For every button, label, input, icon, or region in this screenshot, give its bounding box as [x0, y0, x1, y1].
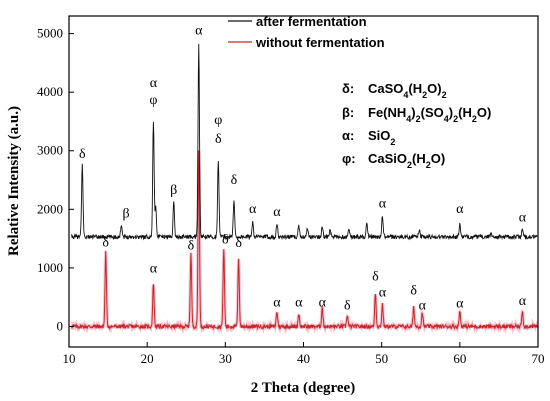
- x-tick-label: 50: [375, 351, 388, 366]
- key-formula-phi: CaSiO2(H2O): [368, 151, 445, 170]
- y-tick-label: 3000: [37, 143, 63, 158]
- y-tick-label: 4000: [37, 84, 63, 99]
- peak-label: α: [419, 298, 427, 313]
- peak-label: α: [195, 24, 203, 39]
- peak-label: φ: [214, 113, 222, 128]
- plot-frame: [68, 15, 539, 348]
- key-formula-delta: CaSO4(H2O)2: [368, 81, 447, 100]
- key-formula-beta: Fe(NH4)2(SO4)2(H2O): [368, 105, 491, 124]
- series-line-after-fermentation: [70, 43, 538, 241]
- peak-label: α: [519, 294, 527, 309]
- peak-label: δ: [344, 298, 351, 313]
- peak-label: δ: [372, 270, 379, 285]
- y-tick-label: 0: [57, 318, 64, 333]
- key-formula-alpha: SiO2: [368, 128, 395, 147]
- peak-label: α: [319, 295, 327, 310]
- peak-label: α: [273, 295, 281, 310]
- key-symbol-beta: β:: [342, 105, 354, 120]
- x-tick-label: 10: [63, 351, 76, 366]
- series-line-without-fermentation: [70, 150, 538, 331]
- axis-ticks: 10 20 30 40 50 60 70 0 1000 2000 3000 4000 5000: [37, 26, 545, 366]
- peak-label: α: [273, 205, 281, 220]
- key-symbol-alpha: α:: [342, 128, 354, 143]
- peak-label: α: [150, 76, 158, 91]
- peak-label: β: [170, 183, 177, 198]
- peak-label: β: [122, 206, 129, 221]
- key-symbol-delta: δ:: [342, 81, 354, 96]
- legend-label-without: without fermentation: [255, 35, 385, 50]
- peak-label: α: [379, 285, 387, 300]
- x-tick-label: 30: [219, 351, 232, 366]
- series-layer: [70, 43, 539, 335]
- peak-label: α: [150, 261, 158, 276]
- peak-label: δ: [79, 147, 86, 162]
- y-tick-label: 5000: [37, 26, 63, 41]
- peak-label: δ: [215, 132, 222, 147]
- legend: after fermentation without fermentation: [228, 14, 385, 50]
- x-axis-title: 2 Theta (degree): [251, 380, 355, 396]
- peak-label: α: [519, 210, 527, 225]
- peak-label: δ: [188, 239, 195, 254]
- legend-label-after: after fermentation: [256, 14, 367, 29]
- phase-key: δ: CaSO4(H2O)2 β: Fe(NH4)2(SO4)2(H2O) α:…: [342, 81, 491, 170]
- peak-label: α: [456, 202, 464, 217]
- y-axis-title: Relative Intensity (a.u.): [6, 106, 22, 256]
- peak-label: α: [456, 297, 464, 312]
- peak-label: α: [249, 202, 257, 217]
- x-tick-label: 40: [297, 351, 310, 366]
- x-tick-label: 60: [453, 351, 466, 366]
- x-tick-label: 20: [141, 351, 154, 366]
- peak-label: δ: [231, 173, 238, 188]
- peak-label: φ: [149, 93, 157, 108]
- x-tick-label: 70: [532, 351, 545, 366]
- y-tick-label: 1000: [37, 260, 63, 275]
- peak-label: δ: [410, 284, 417, 299]
- peak-label: δ: [235, 236, 242, 251]
- peak-label: δ: [222, 233, 229, 248]
- y-tick-label: 2000: [37, 201, 63, 216]
- peak-label: δ: [102, 236, 109, 251]
- peak-label: α: [295, 295, 303, 310]
- peak-label: α: [379, 196, 387, 211]
- key-symbol-phi: φ:: [342, 151, 356, 166]
